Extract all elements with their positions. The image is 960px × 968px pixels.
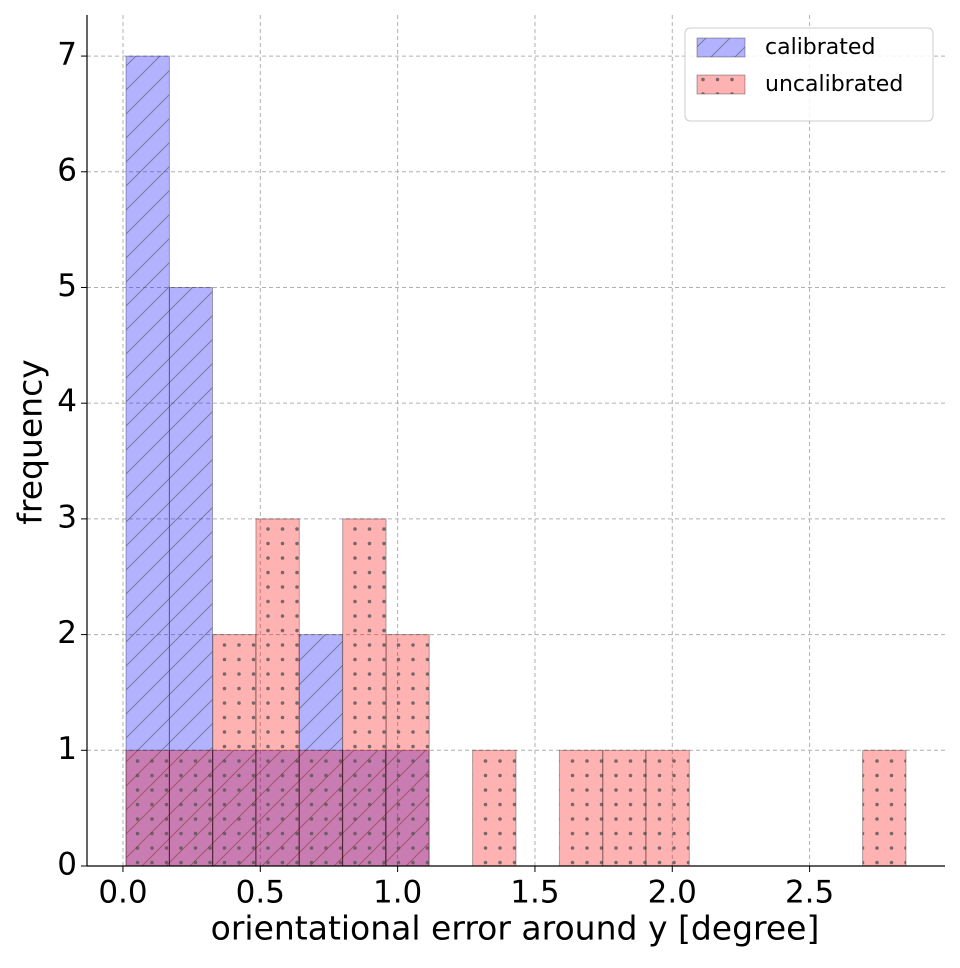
bar	[298, 749, 344, 867]
bar	[342, 518, 387, 867]
bars	[125, 55, 907, 867]
x-axis-label: orientational error around y [degree]	[211, 909, 820, 948]
y-axis-label: frequency	[11, 359, 50, 525]
x-tick-label: 2.0	[648, 875, 697, 911]
bar-hatch	[255, 518, 300, 866]
bar-hatch	[299, 750, 343, 866]
y-tick-label: 4	[57, 384, 77, 420]
bar	[125, 749, 170, 867]
y-tick-label: 3	[57, 499, 77, 535]
x-tick-label: 0.0	[98, 875, 147, 911]
bar-hatch	[472, 750, 516, 866]
bar	[212, 634, 257, 867]
legend: calibrated uncalibrated	[684, 27, 934, 122]
bar-hatch	[126, 750, 170, 866]
y-tick-label: 0	[57, 847, 77, 883]
bar-hatch	[602, 750, 646, 866]
bar	[385, 634, 430, 867]
legend-swatch-hatch	[697, 75, 745, 94]
bar	[558, 749, 604, 867]
legend-label: uncalibrated	[765, 72, 903, 97]
bar-hatch	[126, 56, 170, 867]
bar	[255, 518, 300, 867]
bar	[645, 749, 690, 867]
legend-label: calibrated	[765, 35, 875, 60]
bar	[168, 749, 214, 867]
axes: 0.0 0.5 1.0 1.5 2.0 2.5 0 1 2 3 4 5 6 7	[57, 15, 945, 911]
bar-hatch	[212, 634, 256, 866]
x-tick-label: 1.0	[373, 875, 422, 911]
y-tick-label: 6	[57, 152, 77, 188]
bar-hatch	[645, 750, 690, 866]
y-tick-label: 1	[57, 731, 77, 767]
bar-hatch	[559, 750, 603, 866]
bar-hatch	[862, 750, 906, 866]
y-tick-label: 7	[57, 37, 77, 73]
y-tick-label: 2	[57, 615, 77, 651]
bar-hatch	[342, 518, 387, 866]
legend-swatch-hatch	[697, 38, 745, 57]
x-tick-label: 1.5	[510, 875, 559, 911]
x-tick-label: 0.5	[236, 875, 285, 911]
bar	[125, 55, 170, 867]
legend-box	[684, 27, 934, 122]
bar-hatch	[169, 750, 213, 866]
bar	[472, 749, 517, 867]
bar	[862, 749, 907, 867]
y-tick-label: 5	[57, 268, 77, 304]
x-tick-label: 2.5	[785, 875, 834, 911]
bar-hatch	[386, 634, 430, 866]
bar	[602, 749, 647, 867]
